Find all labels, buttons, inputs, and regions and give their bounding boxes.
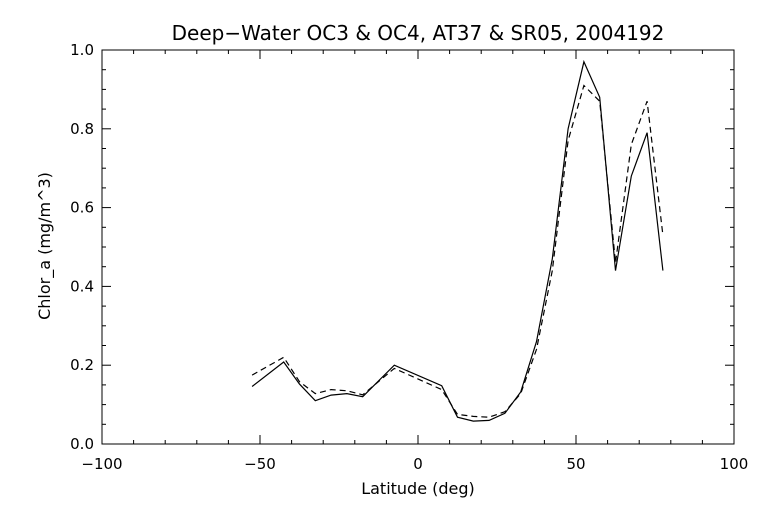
y-tick-label: 0.4 <box>70 277 94 295</box>
y-axis-tick-labels: 0.0 0.2 0.4 0.6 0.8 1.0 <box>70 41 94 453</box>
y-tick-label: 0.2 <box>70 356 94 374</box>
y-axis-title: Chlor_a (mg/m^3) <box>35 172 55 320</box>
x-axis-title: Latitude (deg) <box>361 479 475 498</box>
x-tick-label: 0 <box>413 455 423 473</box>
y-tick-label: 0.0 <box>70 435 94 453</box>
y-tick-label: 0.6 <box>70 199 94 217</box>
y-tick-label: 0.8 <box>70 120 94 138</box>
series-layer <box>251 59 664 422</box>
x-tick-label: 100 <box>720 455 749 473</box>
x-tick-label: −50 <box>244 455 276 473</box>
series-line-dashed <box>251 84 664 418</box>
x-tick-label: −100 <box>81 455 122 473</box>
chart-title: Deep−Water OC3 & OC4, AT37 & SR05, 20041… <box>172 21 665 45</box>
y-tick-label: 1.0 <box>70 41 94 59</box>
x-tick-label: 50 <box>566 455 585 473</box>
x-axis-tick-labels: −100 −50 0 50 100 <box>81 455 748 473</box>
x-axis-ticks <box>101 50 735 444</box>
y-axis-ticks <box>102 49 734 445</box>
